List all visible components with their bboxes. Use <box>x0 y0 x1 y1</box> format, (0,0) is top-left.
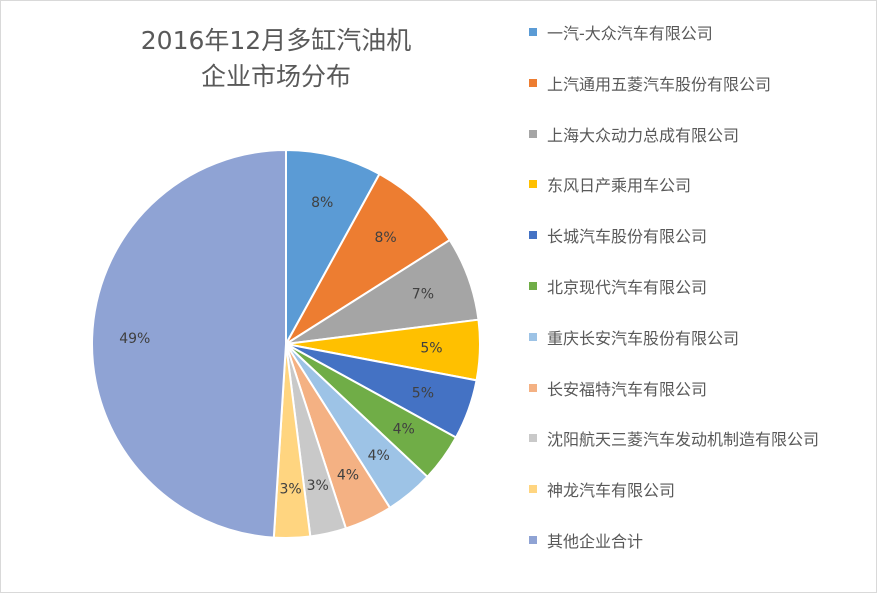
legend-swatch-9 <box>529 485 537 494</box>
pie-slice-1 <box>285 172 452 345</box>
legend-item-8: 沈阳航天三菱汽车发动机制造有限公司 <box>529 423 819 453</box>
legend-label-7: 长安福特汽车有限公司 <box>547 379 708 399</box>
legend-swatch-5 <box>529 282 537 290</box>
legend-swatch-0 <box>529 28 537 36</box>
legend-swatch-10 <box>529 536 537 544</box>
legend-label-0: 一汽-大众汽车有限公司 <box>547 24 713 43</box>
legend-item-4: 长城汽车股份有限公司 <box>529 220 707 250</box>
legend-item-5: 北京现代汽车有限公司 <box>529 271 707 301</box>
pie-slice-label-5: 4% <box>393 422 415 438</box>
pie-slice-label-9: 3% <box>279 481 301 497</box>
pie-slice-label-3: 5% <box>420 341 442 357</box>
legend-swatch-8 <box>529 434 537 443</box>
pie-slice-label-0: 8% <box>311 195 333 211</box>
legend-swatch-2 <box>529 129 537 138</box>
pie-slice-label-6: 4% <box>368 448 390 464</box>
legend-label-4: 长城汽车股份有限公司 <box>547 227 708 247</box>
chart-title-line-1: 2016年12月多缸汽油机 <box>140 26 412 55</box>
legend-label-3: 东风日产乘用车公司 <box>547 176 692 196</box>
pie-slice-0 <box>285 148 381 345</box>
pie-slice-label-8: 3% <box>307 478 329 494</box>
legend-label-10: 其他企业合计 <box>547 532 644 551</box>
legend-label-6: 重庆长安汽车股份有限公司 <box>547 328 740 348</box>
pie-slice-label-4: 5% <box>412 385 434 401</box>
pie-slice-label-2: 7% <box>412 287 434 303</box>
legend-label-2: 上海大众动力总成有限公司 <box>547 125 740 145</box>
legend-label-9: 神龙汽车有限公司 <box>547 481 676 501</box>
legend-swatch-4 <box>529 231 537 240</box>
legend-item-9: 神龙汽车有限公司 <box>529 474 675 504</box>
legend-item-6: 重庆长安汽车股份有限公司 <box>529 322 739 352</box>
legend-swatch-6 <box>529 332 537 341</box>
legend-item-10: 其他企业合计 <box>529 525 643 555</box>
legend-label-1: 上汽通用五菱汽车股份有限公司 <box>547 74 772 94</box>
pie-slice-10 <box>91 148 287 539</box>
legend-label-5: 北京现代汽车有限公司 <box>547 278 708 297</box>
legend-swatch-7 <box>529 383 537 392</box>
legend-item-2: 上海大众动力总成有限公司 <box>529 119 739 149</box>
legend-label-8: 沈阳航天三菱汽车发动机制造有限公司 <box>547 430 820 450</box>
pie-slice-label-10: 49% <box>119 331 150 347</box>
legend-item-3: 东风日产乘用车公司 <box>529 169 691 199</box>
pie-slice-label-7: 4% <box>337 468 359 484</box>
chart-title-line-2: 企业市场分布 <box>200 62 351 91</box>
legend-item-1: 上汽通用五菱汽车股份有限公司 <box>529 68 771 98</box>
legend-item-7: 长安福特汽车有限公司 <box>529 373 707 403</box>
legend-swatch-1 <box>529 78 537 87</box>
pie-slice-label-1: 8% <box>374 230 396 246</box>
legend-item-0: 一汽-大众汽车有限公司 <box>529 17 713 47</box>
chart-title: 2016年12月多缸汽油机 企业市场分布 <box>111 23 441 95</box>
legend-swatch-3 <box>529 180 537 189</box>
